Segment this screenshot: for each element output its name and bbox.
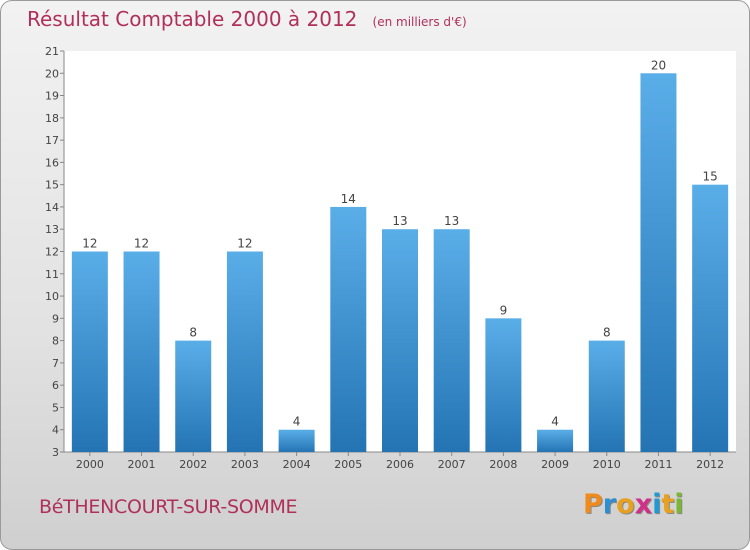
data-label: 8 <box>189 326 197 340</box>
title-text: Résultat Comptable 2000 à 2012 <box>27 7 358 31</box>
y-tick-label: 14 <box>45 201 59 214</box>
bar <box>330 206 367 452</box>
bar <box>692 184 729 452</box>
x-tick-label: 2012 <box>696 458 724 471</box>
data-label: 9 <box>500 303 508 317</box>
x-tick-label: 2009 <box>541 458 569 471</box>
bar <box>175 340 212 452</box>
data-label: 4 <box>293 415 301 429</box>
y-tick-label: 19 <box>45 90 59 103</box>
x-tick-label: 2006 <box>386 458 414 471</box>
bar <box>640 73 677 453</box>
data-label: 20 <box>651 58 666 72</box>
commune-name: BéTHENCOURT-SUR-SOMME <box>39 496 298 518</box>
logo-letter: o <box>616 489 635 520</box>
bar <box>382 229 418 452</box>
x-tick-label: 2004 <box>283 458 311 471</box>
logo-letter: t <box>661 489 675 520</box>
bar <box>485 318 522 452</box>
proxiti-logo: Proxiti <box>583 489 684 520</box>
y-tick-label: 4 <box>52 424 59 437</box>
logo-letter: x <box>634 489 653 520</box>
logo-letter: r <box>602 489 617 520</box>
y-tick-label: 8 <box>52 335 59 348</box>
x-tick-label: 2007 <box>438 458 466 471</box>
data-label: 12 <box>237 237 252 251</box>
y-tick-label: 15 <box>45 179 59 192</box>
y-tick-label: 3 <box>52 446 59 459</box>
x-tick-label: 2003 <box>231 458 259 471</box>
y-tick-label: 9 <box>52 312 59 325</box>
data-label: 15 <box>703 170 718 184</box>
x-tick-label: 2011 <box>644 458 672 471</box>
bar <box>537 429 574 452</box>
chart-title: Résultat Comptable 2000 à 2012 (en milli… <box>27 7 467 31</box>
y-tick-label: 17 <box>45 134 59 147</box>
data-label: 13 <box>444 214 459 228</box>
y-tick-label: 13 <box>45 223 59 236</box>
y-tick-label: 12 <box>45 246 59 259</box>
y-tick-label: 20 <box>45 67 59 80</box>
logo-letter: i <box>674 489 684 520</box>
x-tick-label: 2005 <box>334 458 362 471</box>
y-tick-label: 5 <box>52 401 59 414</box>
y-tick-label: 7 <box>52 357 59 370</box>
logo-letter: i <box>652 489 662 520</box>
bar <box>123 251 160 452</box>
title-unit: (en milliers d'€) <box>372 15 467 29</box>
x-tick-label: 2002 <box>179 458 207 471</box>
bar <box>226 251 263 452</box>
bar <box>433 229 470 452</box>
bar <box>71 251 108 452</box>
logo-letter: P <box>583 489 603 520</box>
y-tick-label: 6 <box>52 379 59 392</box>
y-tick-label: 21 <box>45 45 59 58</box>
x-tick-label: 2008 <box>489 458 517 471</box>
y-tick-label: 11 <box>45 268 59 281</box>
y-tick-label: 16 <box>45 156 59 169</box>
data-label: 12 <box>82 237 97 251</box>
data-label: 8 <box>603 326 611 340</box>
data-label: 13 <box>392 214 407 228</box>
y-tick-label: 10 <box>45 290 59 303</box>
data-label: 12 <box>134 237 149 251</box>
bar <box>588 340 625 452</box>
y-tick-label: 18 <box>45 112 59 125</box>
bar <box>278 429 315 452</box>
x-tick-label: 2010 <box>593 458 621 471</box>
data-label: 14 <box>341 192 356 206</box>
x-tick-label: 2001 <box>128 458 156 471</box>
data-label: 4 <box>551 415 559 429</box>
x-tick-label: 2000 <box>76 458 104 471</box>
